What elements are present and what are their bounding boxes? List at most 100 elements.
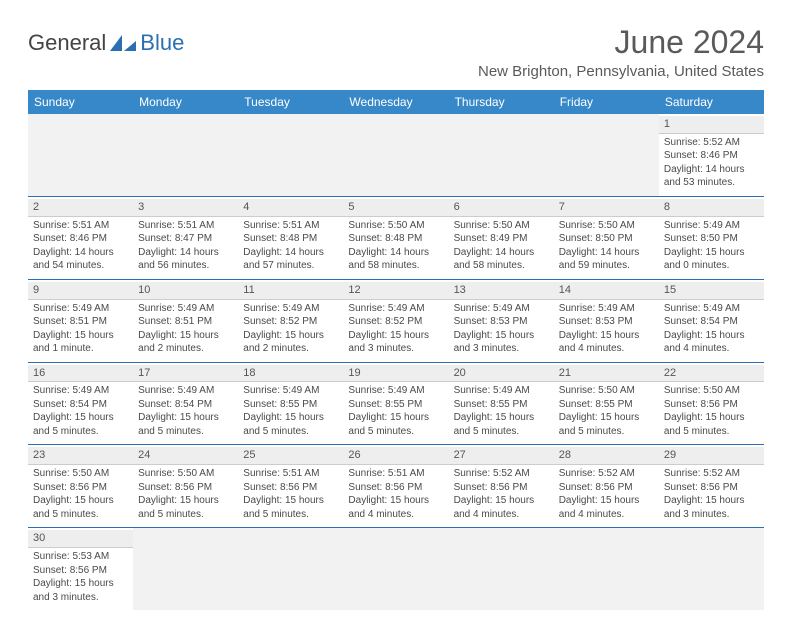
calendar-day: 19Sunrise: 5:49 AMSunset: 8:55 PMDayligh… (343, 362, 448, 445)
day-number: 20 (449, 365, 554, 383)
sunset-line: Sunset: 8:56 PM (138, 481, 233, 495)
calendar-day: 28Sunrise: 5:52 AMSunset: 8:56 PMDayligh… (554, 445, 659, 528)
day-number: 14 (554, 282, 659, 300)
sunset-line: Sunset: 8:56 PM (559, 481, 654, 495)
day-number: 18 (238, 365, 343, 383)
daylight-line: Daylight: 15 hours and 4 minutes. (348, 494, 443, 521)
sunset-line: Sunset: 8:55 PM (454, 398, 549, 412)
calendar-day-empty (449, 528, 554, 610)
day-number: 29 (659, 447, 764, 465)
location: New Brighton, Pennsylvania, United State… (478, 63, 764, 80)
calendar-day: 27Sunrise: 5:52 AMSunset: 8:56 PMDayligh… (449, 445, 554, 528)
sunset-line: Sunset: 8:52 PM (348, 315, 443, 329)
calendar-day-empty (343, 114, 448, 196)
day-number: 6 (449, 199, 554, 217)
day-number: 12 (343, 282, 448, 300)
sunrise-line: Sunrise: 5:49 AM (454, 384, 549, 398)
day-number: 11 (238, 282, 343, 300)
sunrise-line: Sunrise: 5:49 AM (664, 302, 759, 316)
day-number: 24 (133, 447, 238, 465)
daylight-line: Daylight: 15 hours and 5 minutes. (138, 494, 233, 521)
sunset-line: Sunset: 8:49 PM (454, 232, 549, 246)
calendar-week: 9Sunrise: 5:49 AMSunset: 8:51 PMDaylight… (28, 279, 764, 362)
sunrise-line: Sunrise: 5:51 AM (243, 467, 338, 481)
day-header: Friday (554, 90, 659, 114)
daylight-line: Daylight: 15 hours and 5 minutes. (33, 494, 128, 521)
sail-icon (108, 33, 138, 53)
calendar-day-empty (554, 114, 659, 196)
sunrise-line: Sunrise: 5:49 AM (33, 384, 128, 398)
calendar-day: 25Sunrise: 5:51 AMSunset: 8:56 PMDayligh… (238, 445, 343, 528)
calendar-week: 23Sunrise: 5:50 AMSunset: 8:56 PMDayligh… (28, 445, 764, 528)
sunrise-line: Sunrise: 5:51 AM (348, 467, 443, 481)
sunrise-line: Sunrise: 5:49 AM (454, 302, 549, 316)
sunrise-line: Sunrise: 5:51 AM (33, 219, 128, 233)
calendar-day: 22Sunrise: 5:50 AMSunset: 8:56 PMDayligh… (659, 362, 764, 445)
daylight-line: Daylight: 14 hours and 59 minutes. (559, 246, 654, 273)
sunset-line: Sunset: 8:50 PM (559, 232, 654, 246)
calendar-day: 13Sunrise: 5:49 AMSunset: 8:53 PMDayligh… (449, 279, 554, 362)
day-number: 23 (28, 447, 133, 465)
sunset-line: Sunset: 8:56 PM (664, 481, 759, 495)
sunset-line: Sunset: 8:55 PM (559, 398, 654, 412)
day-number: 9 (28, 282, 133, 300)
calendar-day: 2Sunrise: 5:51 AMSunset: 8:46 PMDaylight… (28, 196, 133, 279)
day-number: 3 (133, 199, 238, 217)
day-number: 26 (343, 447, 448, 465)
day-header: Thursday (449, 90, 554, 114)
calendar-day: 26Sunrise: 5:51 AMSunset: 8:56 PMDayligh… (343, 445, 448, 528)
day-header-row: SundayMondayTuesdayWednesdayThursdayFrid… (28, 90, 764, 114)
sunrise-line: Sunrise: 5:49 AM (138, 302, 233, 316)
sunset-line: Sunset: 8:47 PM (138, 232, 233, 246)
day-number: 22 (659, 365, 764, 383)
day-number: 28 (554, 447, 659, 465)
day-number: 8 (659, 199, 764, 217)
calendar-day: 7Sunrise: 5:50 AMSunset: 8:50 PMDaylight… (554, 196, 659, 279)
daylight-line: Daylight: 15 hours and 1 minute. (33, 329, 128, 356)
day-number: 10 (133, 282, 238, 300)
sunset-line: Sunset: 8:54 PM (138, 398, 233, 412)
calendar-week: 2Sunrise: 5:51 AMSunset: 8:46 PMDaylight… (28, 196, 764, 279)
day-number: 5 (343, 199, 448, 217)
daylight-line: Daylight: 15 hours and 5 minutes. (243, 494, 338, 521)
daylight-line: Daylight: 15 hours and 2 minutes. (243, 329, 338, 356)
calendar-day: 12Sunrise: 5:49 AMSunset: 8:52 PMDayligh… (343, 279, 448, 362)
sunset-line: Sunset: 8:53 PM (454, 315, 549, 329)
calendar-day: 14Sunrise: 5:49 AMSunset: 8:53 PMDayligh… (554, 279, 659, 362)
daylight-line: Daylight: 15 hours and 3 minutes. (33, 577, 128, 604)
sunrise-line: Sunrise: 5:52 AM (664, 136, 759, 150)
day-number: 27 (449, 447, 554, 465)
month-title: June 2024 (478, 24, 764, 61)
day-number: 13 (449, 282, 554, 300)
sunrise-line: Sunrise: 5:51 AM (138, 219, 233, 233)
sunrise-line: Sunrise: 5:50 AM (559, 384, 654, 398)
daylight-line: Daylight: 15 hours and 5 minutes. (559, 411, 654, 438)
sunrise-line: Sunrise: 5:52 AM (664, 467, 759, 481)
calendar-day: 6Sunrise: 5:50 AMSunset: 8:49 PMDaylight… (449, 196, 554, 279)
sunrise-line: Sunrise: 5:52 AM (559, 467, 654, 481)
daylight-line: Daylight: 15 hours and 4 minutes. (559, 329, 654, 356)
sunrise-line: Sunrise: 5:49 AM (33, 302, 128, 316)
sunrise-line: Sunrise: 5:49 AM (138, 384, 233, 398)
logo: General Blue (28, 30, 184, 56)
sunrise-line: Sunrise: 5:49 AM (348, 384, 443, 398)
calendar-day: 8Sunrise: 5:49 AMSunset: 8:50 PMDaylight… (659, 196, 764, 279)
sunset-line: Sunset: 8:54 PM (664, 315, 759, 329)
calendar-day: 30Sunrise: 5:53 AMSunset: 8:56 PMDayligh… (28, 528, 133, 610)
calendar-week: 1Sunrise: 5:52 AMSunset: 8:46 PMDaylight… (28, 114, 764, 196)
calendar-week: 16Sunrise: 5:49 AMSunset: 8:54 PMDayligh… (28, 362, 764, 445)
calendar-day-empty (343, 528, 448, 610)
sunset-line: Sunset: 8:46 PM (664, 149, 759, 163)
day-header: Saturday (659, 90, 764, 114)
calendar-day: 20Sunrise: 5:49 AMSunset: 8:55 PMDayligh… (449, 362, 554, 445)
calendar-day: 11Sunrise: 5:49 AMSunset: 8:52 PMDayligh… (238, 279, 343, 362)
calendar-week: 30Sunrise: 5:53 AMSunset: 8:56 PMDayligh… (28, 528, 764, 610)
sunset-line: Sunset: 8:56 PM (454, 481, 549, 495)
day-number: 7 (554, 199, 659, 217)
calendar-day: 9Sunrise: 5:49 AMSunset: 8:51 PMDaylight… (28, 279, 133, 362)
day-header: Sunday (28, 90, 133, 114)
sunrise-line: Sunrise: 5:49 AM (243, 302, 338, 316)
day-number: 2 (28, 199, 133, 217)
sunrise-line: Sunrise: 5:49 AM (664, 219, 759, 233)
sunset-line: Sunset: 8:48 PM (348, 232, 443, 246)
